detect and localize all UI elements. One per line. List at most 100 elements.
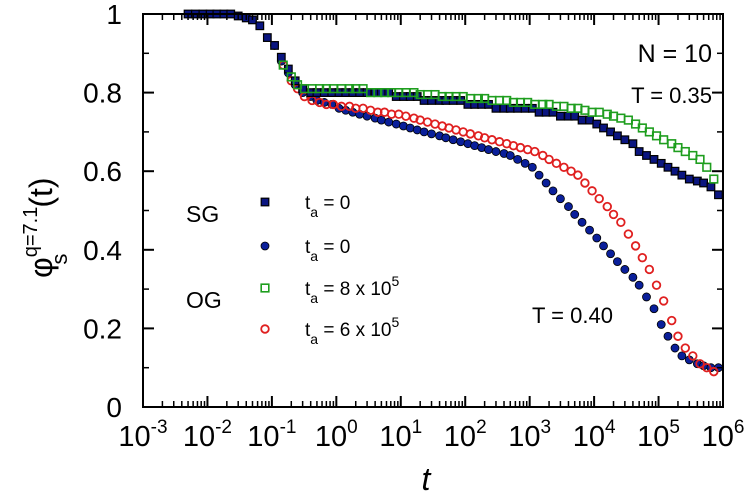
data-point <box>649 155 659 164</box>
legend-label-value: = 6 x 10 <box>318 320 391 341</box>
x-tick-base: 10 <box>444 421 476 453</box>
data-point <box>559 162 569 172</box>
data-point <box>513 155 523 164</box>
data-point <box>409 88 419 98</box>
data-point <box>709 366 719 377</box>
data-point <box>695 359 705 369</box>
data-point <box>373 88 383 98</box>
data-point <box>577 217 587 227</box>
data-point <box>556 111 565 121</box>
n-annotation: N = 10 <box>638 40 712 68</box>
data-point <box>570 111 580 121</box>
legend-label: ta = 8 x 105 <box>305 273 400 306</box>
legend-label-sub: a <box>310 204 318 220</box>
data-point <box>487 135 497 145</box>
data-point <box>585 225 594 235</box>
legend-label-exponent: 5 <box>392 273 400 289</box>
x-tick-label: 100 <box>315 417 358 453</box>
legend-label-value: = 0 <box>318 193 350 214</box>
x-tick-exponent: 6 <box>734 417 745 438</box>
plot-frame <box>142 13 724 408</box>
x-tick-base: 10 <box>183 421 215 453</box>
data-point <box>534 170 544 180</box>
data-point <box>628 272 638 282</box>
y-tick-label: 0.2 <box>83 313 122 344</box>
x-tick-base: 10 <box>247 421 279 453</box>
x-tick-label: 104 <box>573 417 616 453</box>
y-tick-label: 0.8 <box>83 78 122 109</box>
data-point <box>706 182 716 192</box>
t-annotation-low: T = 0.35 <box>631 83 712 108</box>
data-point <box>634 280 644 290</box>
x-tick-label: 101 <box>379 417 422 453</box>
data-point <box>620 135 630 145</box>
data-point <box>502 95 512 106</box>
data-points <box>183 9 723 377</box>
data-point <box>602 201 612 212</box>
series-3 <box>278 60 719 377</box>
data-point <box>634 147 644 156</box>
legend-label-var: t <box>305 320 311 341</box>
data-point <box>401 111 411 121</box>
legend-label-sub: a <box>310 331 318 347</box>
legend-marker <box>260 241 270 251</box>
x-tick-exponent: 4 <box>605 417 616 438</box>
x-tick-base: 10 <box>508 421 540 453</box>
legend-label-sub: a <box>310 290 318 306</box>
legend-label-var: t <box>305 279 311 300</box>
data-point <box>695 154 705 165</box>
data-point <box>709 174 719 184</box>
legend-label: ta = 6 x 105 <box>305 314 400 347</box>
data-point <box>702 363 712 373</box>
x-tick-base: 10 <box>702 421 734 453</box>
data-point <box>616 217 626 227</box>
x-axis-title: t <box>422 461 432 497</box>
data-point <box>473 93 483 104</box>
data-point <box>599 241 608 251</box>
data-point <box>644 264 655 275</box>
data-point <box>680 343 690 353</box>
data-point <box>613 257 622 266</box>
legend-marker <box>260 197 270 207</box>
data-point <box>702 162 712 172</box>
y-tick-label: 0.6 <box>83 156 122 187</box>
data-point <box>570 210 580 219</box>
data-point <box>670 343 680 353</box>
x-tick-exponent: 3 <box>541 417 552 438</box>
data-point <box>677 351 687 361</box>
data-point <box>527 162 537 172</box>
data-point <box>642 151 651 160</box>
y-axis-title: φq=7.1 s (t) <box>20 177 72 278</box>
x-tick-exponent: -2 <box>215 417 232 438</box>
data-point <box>564 202 573 211</box>
data-point <box>630 241 641 251</box>
legend-label-value: = 0 <box>318 237 350 258</box>
data-point <box>573 170 583 180</box>
data-point <box>587 186 597 196</box>
data-point <box>556 194 565 204</box>
data-point <box>484 145 493 154</box>
data-point <box>544 154 554 165</box>
x-tick-label: 105 <box>637 417 680 453</box>
x-tick-label: 10-2 <box>183 417 232 453</box>
x-tick-exponent: 1 <box>412 417 423 438</box>
data-point <box>637 252 648 263</box>
data-point <box>255 21 265 31</box>
data-point <box>602 109 612 119</box>
legend-label-sub: a <box>310 248 318 264</box>
data-point <box>491 103 501 113</box>
legend-label: ta = 0 <box>305 193 350 220</box>
x-tick-base: 10 <box>637 421 669 453</box>
data-point <box>594 194 604 204</box>
data-point <box>270 41 279 50</box>
data-point <box>620 265 630 274</box>
data-point <box>427 129 436 139</box>
legend-label-var: t <box>305 237 311 258</box>
legend-label-value: = 8 x 10 <box>318 279 391 300</box>
data-point <box>441 133 451 143</box>
y-axis-subscript: s <box>47 254 72 265</box>
data-point <box>585 115 594 125</box>
legend-group-label: SG <box>186 201 219 227</box>
axis-labels: 10-3 10-2 10-1 100 101 102 103 104 105 10600.20.4… <box>20 0 744 497</box>
